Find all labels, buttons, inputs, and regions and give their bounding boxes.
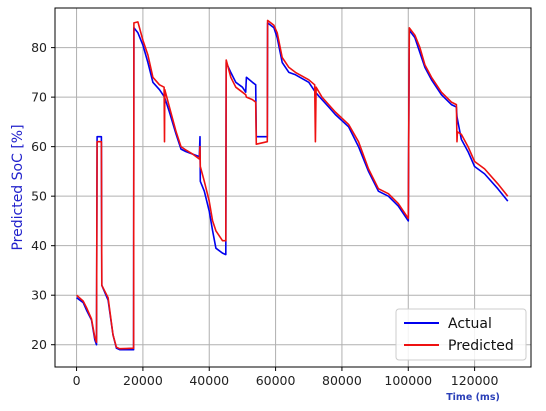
legend-label: Actual: [448, 316, 492, 332]
series-lines: [76, 19, 509, 351]
x-tick-label: 0: [73, 373, 81, 388]
y-tick-label: 50: [31, 189, 47, 204]
plot-frame: [54, 7, 532, 368]
legend: Actual Predicted: [395, 308, 527, 361]
x-tick-label: 20000: [123, 373, 163, 388]
x-tick-label: 100000: [384, 373, 432, 388]
x-tick-label: 40000: [189, 373, 229, 388]
x-axis-label: Time (ms): [446, 392, 500, 403]
series-line-predicted: [76, 19, 509, 350]
axis-ticks: 0 20000 40000 60000 80000 100000 120000 20 30 40 5…: [31, 40, 498, 388]
legend-label: Predicted: [448, 338, 514, 354]
y-tick-label: 20: [31, 337, 47, 352]
x-tick-label: 60000: [256, 373, 296, 388]
x-tick-label: 80000: [322, 373, 362, 388]
y-tick-label: 80: [31, 40, 47, 55]
y-axis-label: Predicted SoC [%]: [10, 124, 26, 250]
y-tick-label: 70: [31, 90, 47, 105]
x-tick-label: 120000: [451, 373, 499, 388]
series-line-actual: [76, 22, 509, 351]
y-tick-label: 30: [31, 288, 47, 303]
y-tick-label: 40: [31, 238, 47, 253]
y-tick-label: 60: [31, 139, 47, 154]
legend-box: [395, 308, 527, 361]
